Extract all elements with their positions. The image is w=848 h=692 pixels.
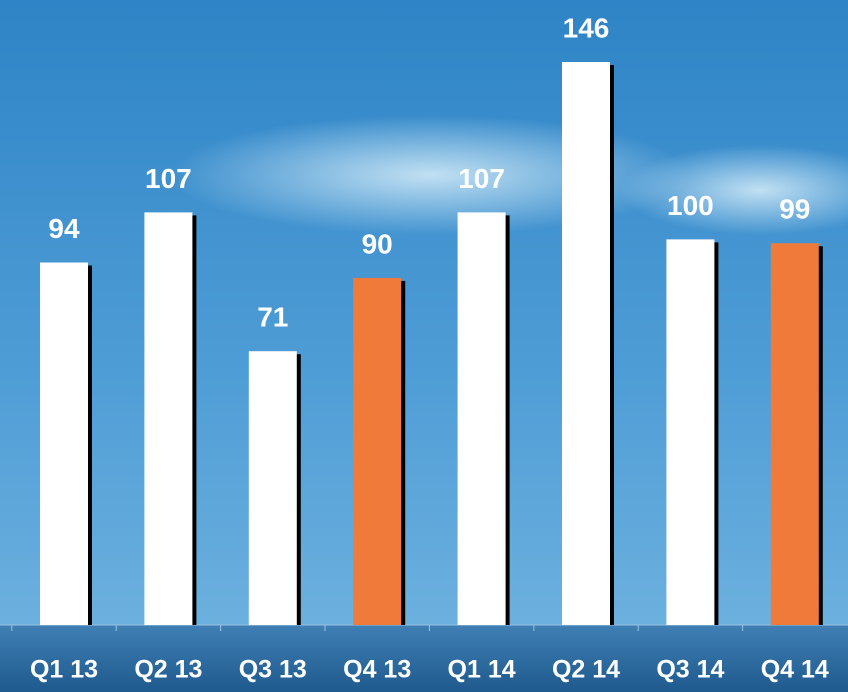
x-tick-label: Q2 14	[552, 656, 620, 684]
x-tick-label: Q4 14	[761, 656, 829, 684]
x-tick-label: Q2 13	[134, 656, 202, 684]
x-tick-label: Q3 13	[239, 656, 307, 684]
x-tick-label: Q3 14	[656, 656, 724, 684]
value-label: 107	[458, 163, 505, 194]
bar	[353, 277, 402, 625]
sea-background	[0, 625, 848, 692]
x-tick-label: Q1 14	[448, 656, 516, 684]
bar	[562, 62, 610, 625]
x-tick-label: Q1 13	[30, 656, 98, 684]
bar	[248, 351, 297, 625]
x-tick-label: Q4 13	[343, 656, 411, 684]
value-label: 100	[667, 190, 714, 221]
value-label: 90	[362, 228, 393, 259]
cloud	[620, 145, 848, 235]
bar	[40, 262, 88, 625]
value-label: 107	[145, 163, 192, 194]
bar	[457, 212, 506, 625]
value-label: 71	[257, 302, 288, 333]
bar	[666, 239, 715, 626]
cloud	[170, 115, 690, 235]
sky-background	[0, 0, 848, 625]
value-label: 94	[48, 213, 80, 244]
value-label: 99	[779, 194, 810, 225]
bar	[144, 212, 193, 625]
bar	[770, 243, 819, 625]
value-label: 146	[563, 12, 610, 43]
